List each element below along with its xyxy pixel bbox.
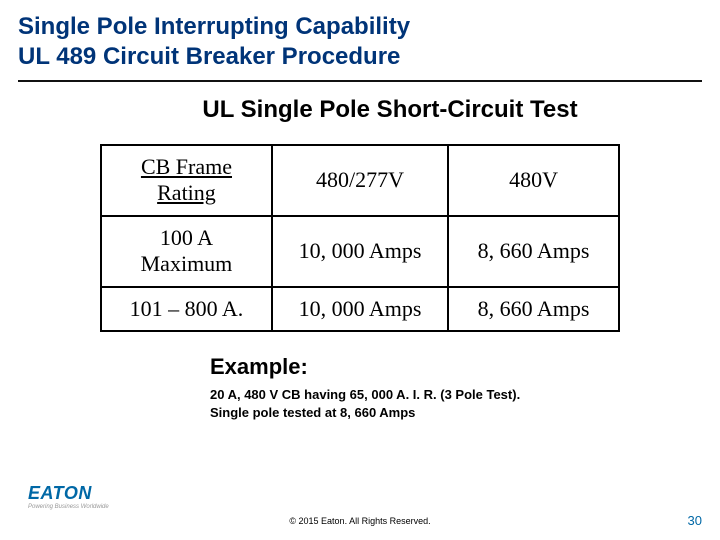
cell-value: 8, 660 Amps bbox=[448, 216, 619, 287]
example-block: Example: 20 A, 480 V CB having 65, 000 A… bbox=[210, 354, 720, 421]
title-line-1: Single Pole Interrupting Capability bbox=[18, 12, 702, 42]
example-body: 20 A, 480 V CB having 65, 000 A. I. R. (… bbox=[210, 386, 720, 421]
slide-subtitle: UL Single Pole Short-Circuit Test bbox=[0, 96, 720, 124]
header-cb-frame-rating: CB Frame Rating bbox=[101, 145, 272, 216]
header-480-277v: 480/277V bbox=[272, 145, 448, 216]
logo-tagline: Powering Business Worldwide bbox=[28, 504, 109, 510]
title-underline bbox=[18, 80, 702, 82]
logo-text: EATON bbox=[28, 483, 109, 504]
copyright-footer: © 2015 Eaton. All Rights Reserved. bbox=[0, 516, 720, 526]
cell-value: 10, 000 Amps bbox=[272, 287, 448, 331]
cell-100a-max: 100 A Maximum bbox=[101, 216, 272, 287]
page-number: 30 bbox=[688, 513, 702, 528]
table-row: 101 – 800 A. 10, 000 Amps 8, 660 Amps bbox=[101, 287, 619, 331]
cell-value: 8, 660 Amps bbox=[448, 287, 619, 331]
example-heading: Example: bbox=[210, 354, 720, 380]
short-circuit-table: CB Frame Rating 480/277V 480V 100 A Maxi… bbox=[100, 144, 620, 332]
example-line-1: 20 A, 480 V CB having 65, 000 A. I. R. (… bbox=[210, 387, 520, 402]
cell-text: 100 A bbox=[160, 225, 213, 250]
eaton-logo: EATON Powering Business Worldwide bbox=[28, 483, 109, 510]
table-row: CB Frame Rating 480/277V 480V bbox=[101, 145, 619, 216]
header-480v: 480V bbox=[448, 145, 619, 216]
title-line-2: UL 489 Circuit Breaker Procedure bbox=[18, 42, 702, 72]
cell-text: Rating bbox=[157, 180, 216, 205]
cell-101-800a: 101 – 800 A. bbox=[101, 287, 272, 331]
cell-text: CB Frame bbox=[141, 154, 232, 179]
slide-title: Single Pole Interrupting Capability UL 4… bbox=[0, 0, 720, 78]
example-line-2: Single pole tested at 8, 660 Amps bbox=[210, 405, 415, 420]
cell-value: 10, 000 Amps bbox=[272, 216, 448, 287]
cell-text: Maximum bbox=[141, 251, 233, 276]
table-row: 100 A Maximum 10, 000 Amps 8, 660 Amps bbox=[101, 216, 619, 287]
